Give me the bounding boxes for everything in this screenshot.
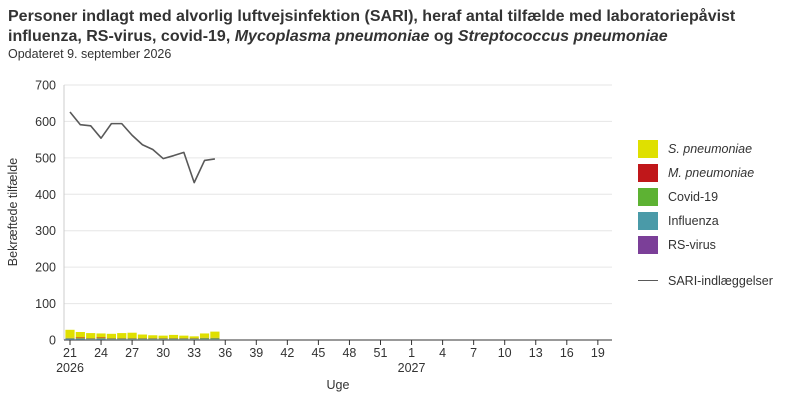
bar-segment (210, 338, 220, 340)
bar-segment (148, 338, 158, 340)
chart-title: Personer indlagt med alvorlig luftvejsin… (8, 7, 793, 47)
x-tick-label: 27 (125, 346, 139, 360)
bar-segment (65, 329, 75, 338)
x-tick-label: 10 (498, 346, 512, 360)
title-part-a: influenza, RS-virus, covid-19, (8, 28, 235, 45)
bar-segment (106, 338, 116, 340)
bar-segment (96, 338, 106, 339)
x-year-label: 2027 (398, 361, 426, 375)
bar-segment (75, 338, 85, 340)
bar-segment (65, 338, 75, 339)
bar-segment (127, 332, 137, 339)
y-tick-label: 200 (35, 261, 56, 275)
legend-swatch (638, 164, 658, 182)
y-tick-label: 100 (35, 297, 56, 311)
y-tick-label: 0 (49, 334, 56, 348)
bar-segment (168, 338, 179, 340)
bar-segment (199, 333, 210, 338)
bar-segment (189, 336, 199, 339)
legend-label: Influenza (668, 214, 719, 228)
bar-segment (86, 333, 96, 339)
bar-segment (137, 338, 148, 340)
legend-swatch (638, 140, 658, 158)
bar-segment (117, 338, 127, 340)
y-tick-label: 500 (35, 151, 56, 165)
x-tick-label: 33 (187, 346, 201, 360)
legend-line-swatch (638, 280, 658, 281)
x-tick-label: 48 (342, 346, 356, 360)
x-tick-label: 24 (94, 346, 108, 360)
chart-subtitle: Opdateret 9. september 2026 (8, 47, 172, 61)
bar-segment (158, 338, 168, 340)
x-tick-label: 45 (311, 346, 325, 360)
x-tick-label: 16 (560, 346, 574, 360)
bar-segment (96, 333, 106, 338)
x-tick-label: 51 (374, 346, 388, 360)
legend-label: RS-virus (668, 238, 716, 252)
x-tick-label: 30 (156, 346, 170, 360)
bar-segment (75, 337, 85, 339)
title-part-c: og (429, 28, 458, 45)
legend-label: SARI-indlæggelser (668, 274, 773, 288)
bar-segment (179, 338, 189, 340)
y-tick-label: 400 (35, 188, 56, 202)
bar-segment (96, 337, 106, 339)
bar-segment (65, 338, 75, 340)
x-tick-label: 42 (280, 346, 294, 360)
y-tick-label: 600 (35, 115, 56, 129)
chart-title-line-2: influenza, RS-virus, covid-19, Mycoplasm… (8, 27, 793, 47)
bar-segment (179, 335, 189, 339)
legend-swatch (638, 188, 658, 206)
x-tick-label: 36 (218, 346, 232, 360)
bar-segment (158, 335, 168, 339)
x-tick-label: 1 (408, 346, 415, 360)
y-axis-title: Bekræftede tilfælde (6, 158, 20, 266)
bar-segment (96, 338, 106, 340)
bar-segment (75, 331, 85, 338)
x-tick-label: 7 (470, 346, 477, 360)
chart-title-line-1: Personer indlagt med alvorlig luftvejsin… (8, 8, 736, 25)
bar-segment (137, 334, 148, 339)
bar-segment (199, 338, 210, 340)
y-tick-label: 700 (35, 79, 56, 93)
legend-swatch (638, 212, 658, 230)
bar-segment (127, 338, 137, 340)
x-tick-label: 4 (439, 346, 446, 360)
y-tick-label: 300 (35, 224, 56, 238)
x-year-label: 2026 (56, 361, 84, 375)
title-part-d: Streptococcus pneumoniae (457, 28, 668, 45)
sari-line (69, 111, 216, 184)
bar-segment (117, 333, 127, 339)
bar-segment (86, 338, 96, 340)
bar-segment (106, 333, 116, 339)
x-tick-label: 39 (249, 346, 263, 360)
bar-segment (148, 335, 158, 339)
bar-segment (189, 338, 199, 340)
bar-segment (210, 331, 220, 338)
bar-segment (75, 338, 85, 339)
x-tick-label: 21 (63, 346, 77, 360)
legend-label: S. pneumoniae (668, 142, 753, 156)
legend-swatch (638, 236, 658, 254)
legend-label: Covid-19 (668, 190, 719, 204)
x-axis-title: Uge (327, 378, 350, 392)
legend-label: M. pneumoniae (668, 166, 755, 180)
title-part-b: Mycoplasma pneumoniae (234, 28, 430, 45)
x-tick-label: 19 (591, 346, 605, 360)
x-tick-label: 13 (529, 346, 543, 360)
bar-segment (168, 334, 179, 339)
